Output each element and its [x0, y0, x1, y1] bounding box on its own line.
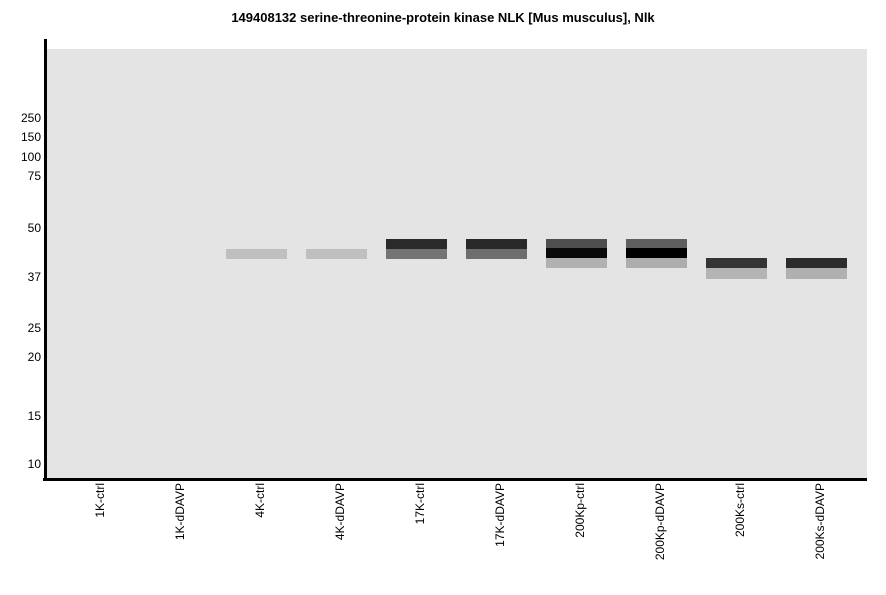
chart-title: 149408132 serine-threonine-protein kinas…	[231, 10, 655, 25]
y-tick-label-250: 250	[20, 111, 41, 125]
x-axis-line	[43, 478, 867, 481]
band-17K-dDAVP	[466, 239, 527, 249]
band-200Ks-ctrl	[706, 258, 767, 268]
band-200Ks-dDAVP	[786, 258, 847, 268]
x-axis-label-200Kp-ctrl: 200Kp-ctrl	[573, 483, 587, 538]
x-axis-label-4K-ctrl: 4K-ctrl	[253, 483, 267, 518]
x-axis-label-17K-ctrl: 17K-ctrl	[413, 483, 427, 525]
x-axis-label-200Ks-ctrl: 200Ks-ctrl	[733, 483, 747, 538]
band-200Kp-ctrl	[546, 258, 607, 268]
y-tick-label-10: 10	[27, 457, 41, 471]
x-axis-label-1K-dDAVP: 1K-dDAVP	[173, 483, 187, 541]
y-tick-label-50: 50	[27, 221, 41, 235]
y-tick-label-15: 15	[27, 409, 41, 423]
band-4K-dDAVP	[306, 249, 367, 259]
x-axis-label-17K-dDAVP: 17K-dDAVP	[493, 483, 507, 547]
band-17K-ctrl	[386, 249, 447, 259]
band-200Kp-ctrl	[546, 238, 607, 248]
band-4K-ctrl	[226, 249, 287, 259]
y-tick-label-150: 150	[20, 130, 41, 144]
x-axis-label-200Ks-dDAVP: 200Ks-dDAVP	[813, 483, 827, 560]
band-200Ks-ctrl	[706, 268, 767, 279]
x-axis-label-1K-ctrl: 1K-ctrl	[93, 483, 107, 518]
y-tick-label-25: 25	[27, 321, 41, 335]
band-200Kp-dDAVP	[626, 238, 687, 248]
band-17K-dDAVP	[466, 249, 527, 259]
band-200Kp-ctrl	[546, 248, 607, 258]
x-axis-label-4K-dDAVP: 4K-dDAVP	[333, 483, 347, 541]
y-tick-label-100: 100	[20, 150, 41, 164]
y-tick-label-37: 37	[27, 270, 41, 284]
band-200Kp-dDAVP	[626, 248, 687, 258]
band-17K-ctrl	[386, 239, 447, 249]
band-200Ks-dDAVP	[786, 268, 847, 279]
y-tick-label-20: 20	[27, 350, 41, 364]
y-tick-label-75: 75	[27, 169, 41, 183]
band-200Kp-dDAVP	[626, 258, 687, 268]
x-axis-label-200Kp-dDAVP: 200Kp-dDAVP	[653, 483, 667, 561]
y-axis-line	[44, 39, 47, 481]
